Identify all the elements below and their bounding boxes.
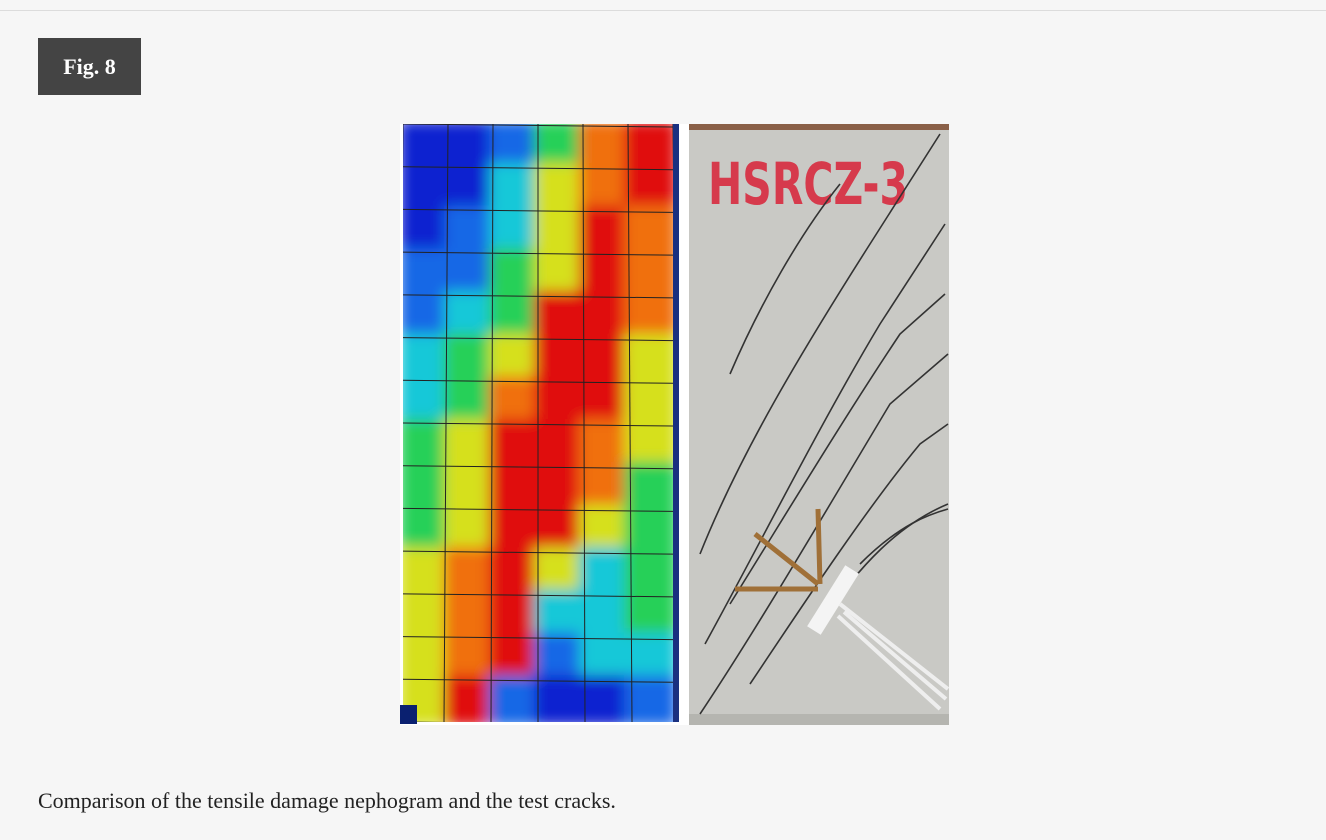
divider — [0, 10, 1326, 11]
base-strip — [400, 705, 417, 724]
photo-top — [689, 124, 949, 130]
figure-image: HSRCZ-3 — [400, 124, 949, 725]
edge-strip — [673, 124, 679, 722]
figure-label: Fig. 8 — [38, 38, 141, 95]
page: Fig. 8 HSRCZ-3 Comparison of the tensile… — [0, 0, 1326, 840]
specimen-label: HSRCZ-3 — [708, 150, 908, 218]
photo-base — [689, 714, 949, 725]
nephogram — [400, 124, 679, 725]
figure-caption: Comparison of the tensile damage nephogr… — [38, 788, 616, 814]
